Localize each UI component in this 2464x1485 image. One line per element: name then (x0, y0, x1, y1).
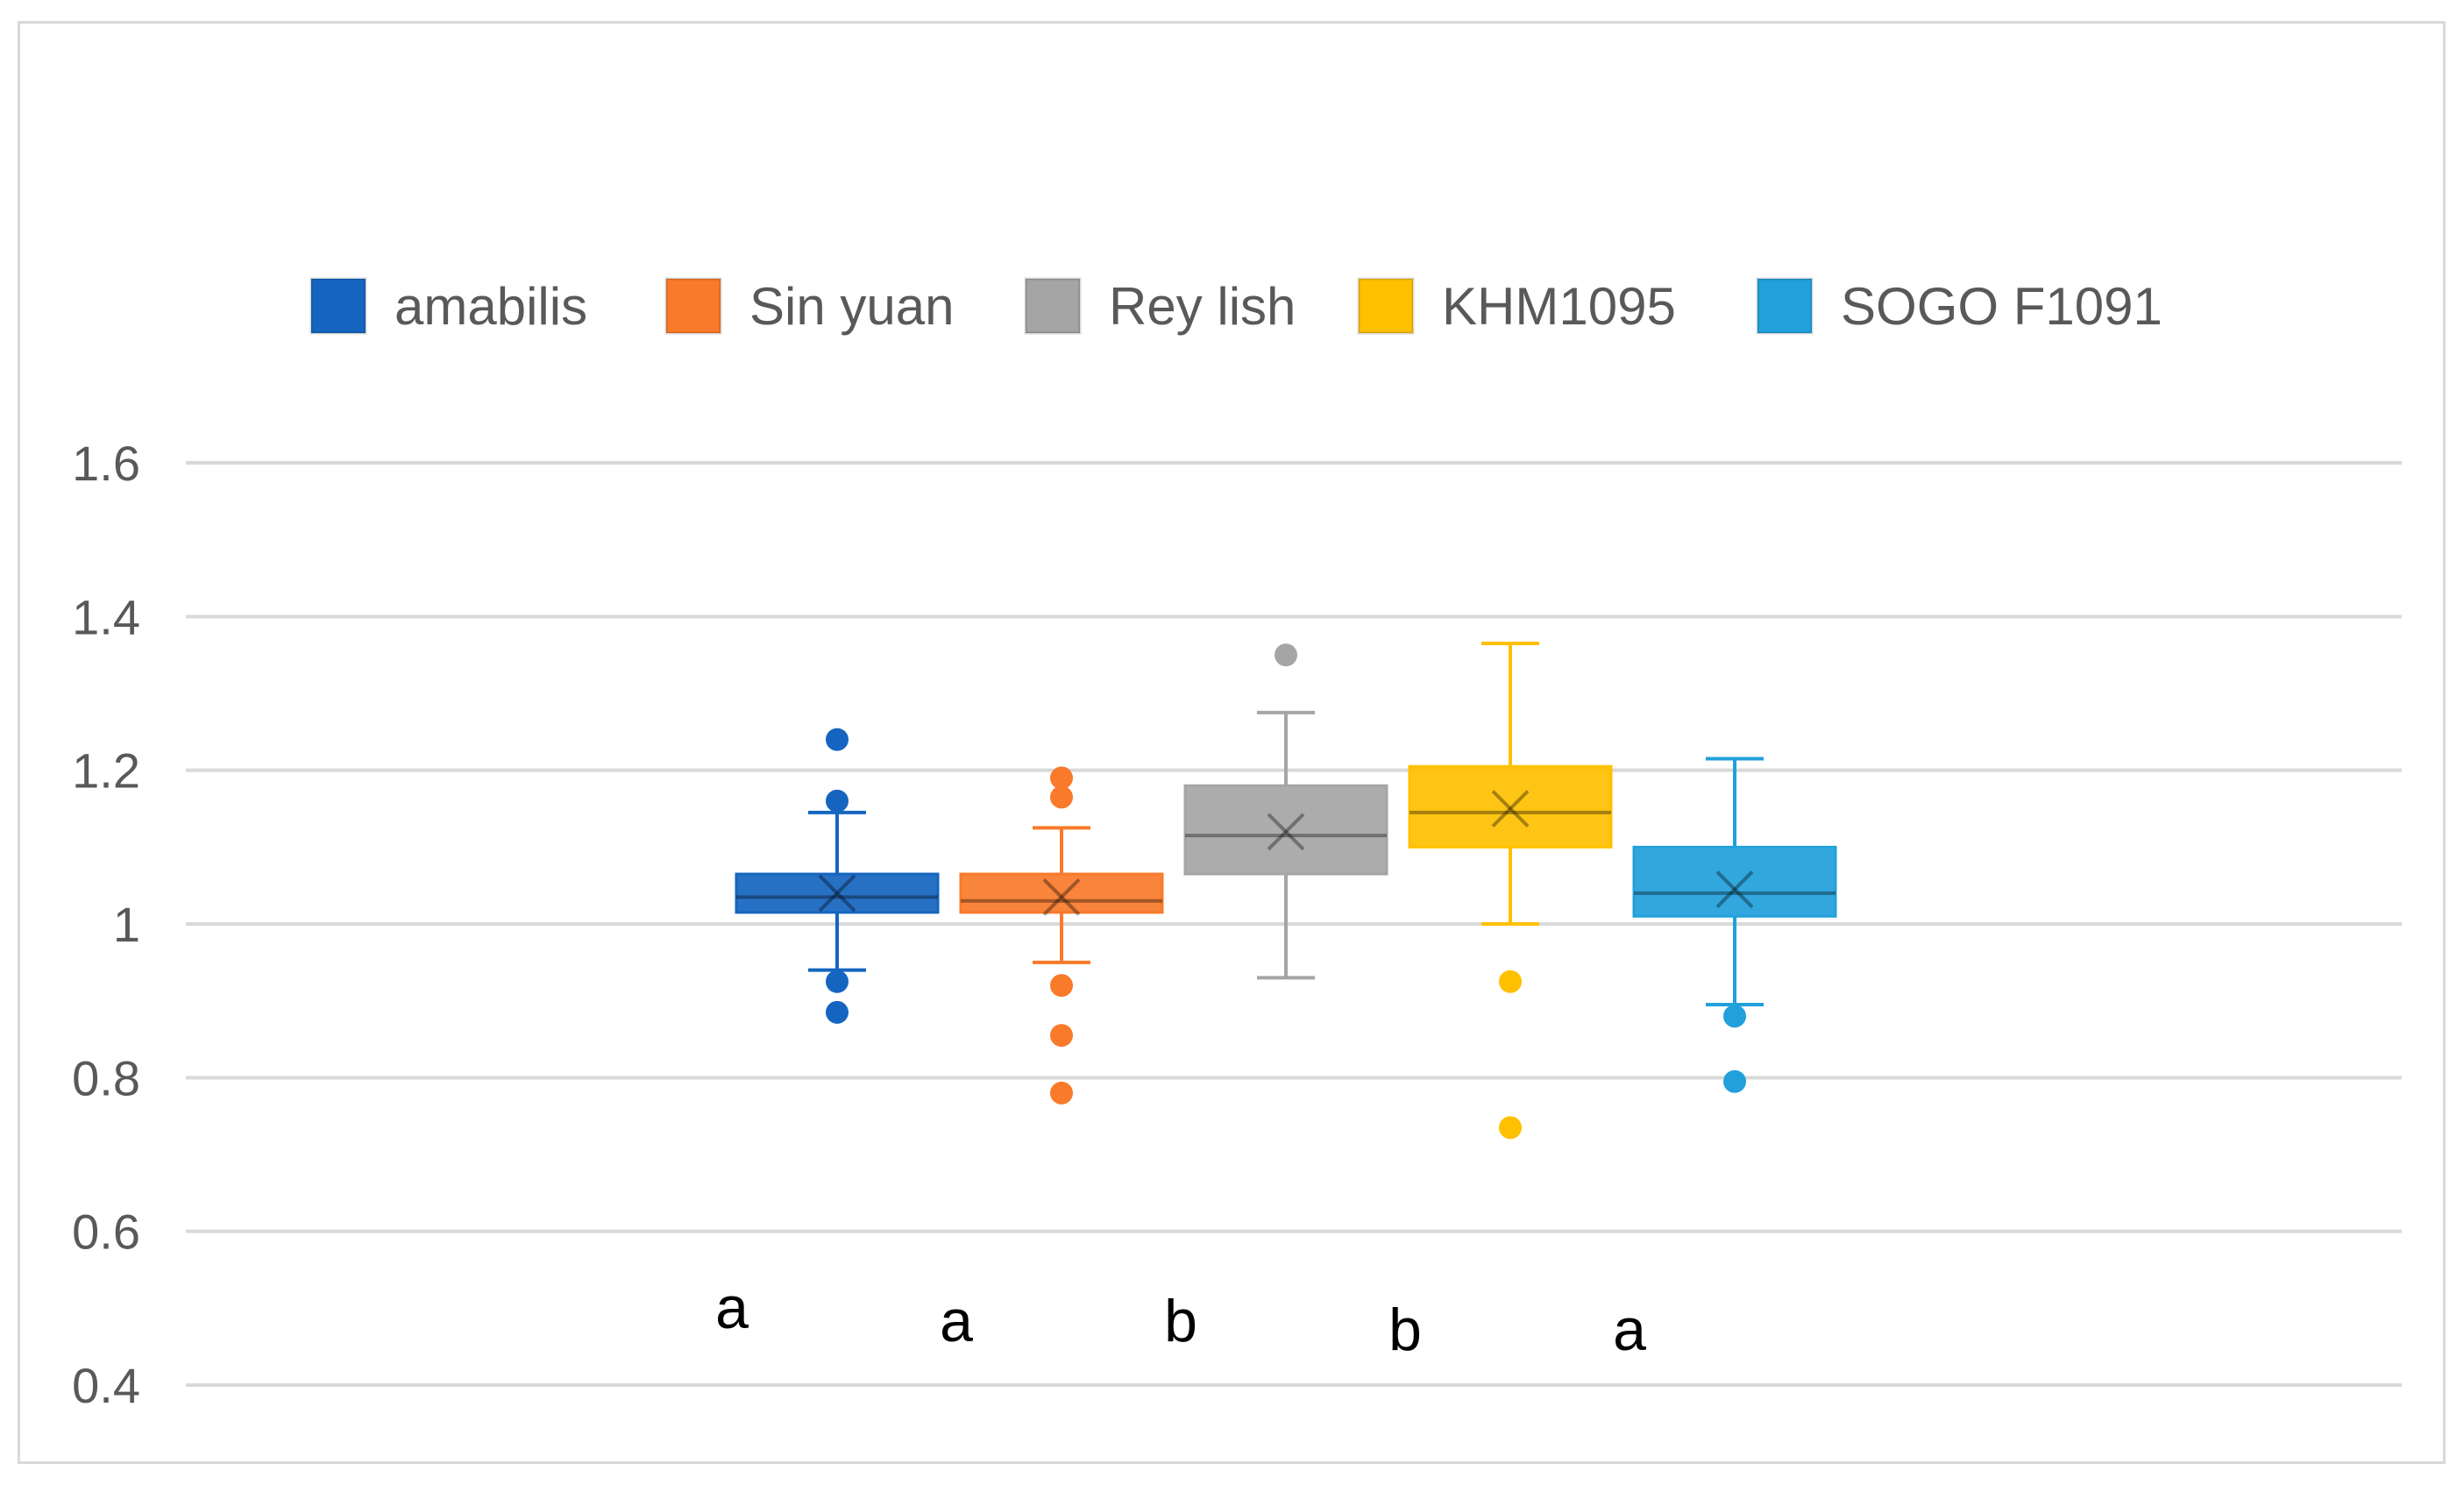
outlier-point (1499, 1116, 1522, 1140)
legend-item: amabilis (309, 277, 587, 336)
outlier-point (1275, 643, 1297, 667)
outlier-point (1050, 1081, 1073, 1105)
box-rey-lish (1183, 643, 1388, 980)
mean-marker (1267, 813, 1305, 851)
chart-frame (18, 21, 2446, 1464)
iqr-box (1183, 784, 1388, 876)
y-tick-label: 0.4 (72, 1358, 140, 1413)
significance-letter: a (715, 1275, 749, 1341)
significance-letter: a (1613, 1297, 1646, 1363)
outlier-point (826, 970, 849, 993)
iqr-box (1632, 845, 1837, 918)
significance-letter: b (1164, 1288, 1197, 1354)
legend-item: KHM1095 (1357, 277, 1676, 336)
y-tick-label: 1.4 (72, 589, 140, 644)
y-tick-label: 1.6 (72, 436, 140, 491)
outlier-point (1050, 1024, 1073, 1048)
box-amabilis (735, 728, 940, 1024)
legend-item: SOGO F1091 (1756, 277, 2162, 336)
outlier-point (1050, 766, 1073, 790)
legend-label: SOGO F1091 (1841, 277, 2162, 336)
box-khm1095 (1408, 642, 1613, 1140)
iqr-box (959, 872, 1164, 914)
outlier-point (1050, 785, 1073, 809)
legend-label: Rey lish (1109, 277, 1296, 336)
mean-marker (1715, 870, 1754, 908)
y-axis-ticks: 0.4 0.6 0.8 1 1.2 1.4 1.6 (72, 436, 140, 1413)
legend-item: Sin yuan (664, 277, 955, 336)
outlier-point (1050, 974, 1073, 998)
box-sogo-f1091 (1632, 757, 1837, 1093)
mean-marker (1491, 790, 1530, 828)
y-tick-label: 1 (113, 897, 140, 952)
legend: amabilis Sin yuan Rey lish KHM1095 SOGO F109… (309, 277, 2162, 336)
significance-letter: b (1388, 1297, 1422, 1363)
mean-marker (818, 874, 856, 913)
legend-item: Rey lish (1024, 277, 1296, 336)
outlier-point (826, 789, 849, 813)
y-tick-label: 0.8 (72, 1050, 140, 1105)
outlier-point (1723, 1005, 1746, 1028)
legend-swatch (1024, 277, 1082, 335)
y-tick-label: 0.6 (72, 1204, 140, 1260)
legend-swatch (1357, 277, 1415, 335)
gridlines (186, 461, 2402, 1387)
outlier-point (1723, 1069, 1746, 1093)
legend-label: KHM1095 (1442, 277, 1676, 336)
mean-marker (818, 874, 856, 913)
y-tick-label: 1.2 (72, 743, 140, 799)
iqr-box (1408, 764, 1613, 849)
legend-swatch (1756, 277, 1814, 335)
iqr-box (735, 872, 940, 914)
legend-label: amabilis (394, 277, 587, 336)
boxes (735, 642, 1837, 1140)
mean-marker (1042, 878, 1081, 916)
outlier-point (826, 1000, 849, 1024)
legend-label: Sin yuan (749, 277, 955, 336)
legend-swatch (309, 277, 367, 335)
mean-marker (1042, 878, 1081, 916)
mean-marker (1491, 790, 1530, 828)
outlier-point (1499, 970, 1522, 993)
legend-swatch (664, 277, 722, 335)
outlier-point (826, 728, 849, 751)
significance-letter: a (940, 1288, 973, 1354)
mean-marker (1267, 813, 1305, 851)
mean-marker (1715, 870, 1754, 908)
box-sin-yuan (959, 766, 1164, 1105)
